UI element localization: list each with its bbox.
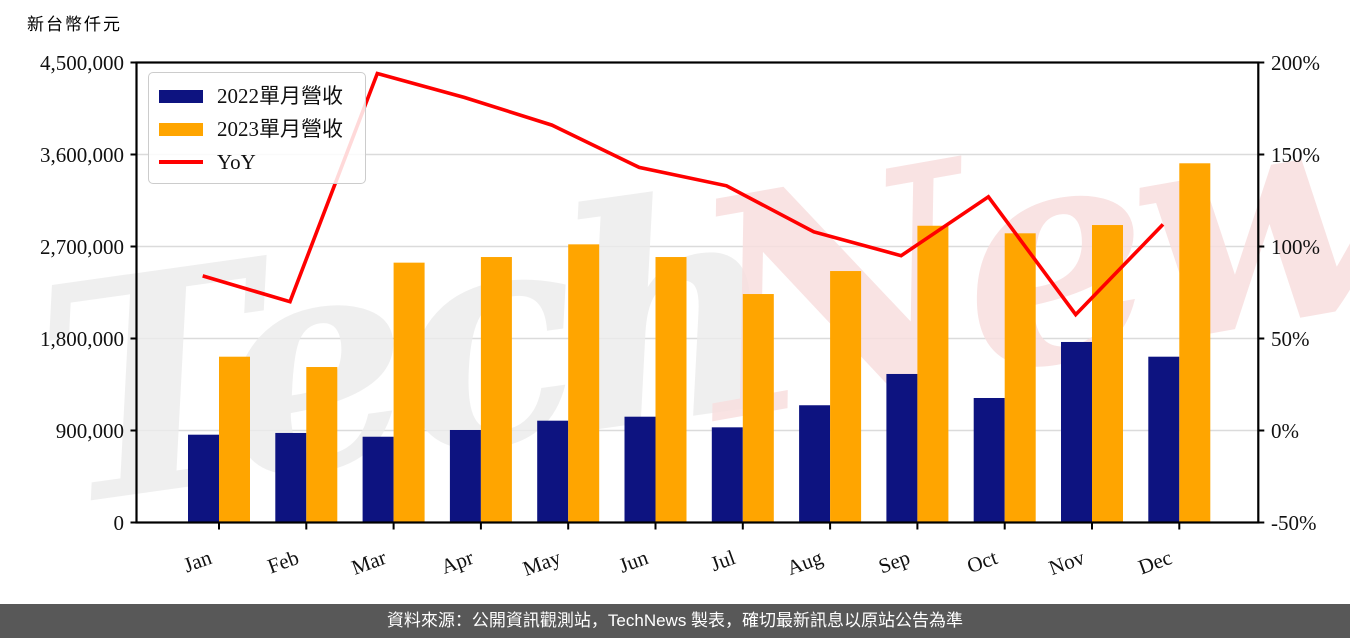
legend-label-2023: 2023單月營收 — [217, 116, 343, 141]
x-tick-label-Jun: Jun — [616, 545, 652, 578]
right-tick-label: 50% — [1271, 327, 1310, 351]
plot-border — [135, 61, 1260, 524]
bar-2023-Sep — [917, 225, 949, 523]
bar-2023-Feb — [306, 367, 338, 523]
bar-2022-Dec — [1148, 356, 1180, 523]
bar-2022-Nov — [1061, 341, 1092, 523]
bar-2022-Oct — [973, 397, 1005, 523]
left-tick-label: 900,000 — [56, 419, 124, 443]
bar-2023-Dec — [1179, 163, 1211, 523]
bar-2023-Nov — [1092, 225, 1123, 523]
bar-2023-May — [568, 244, 600, 523]
legend-line-swatch-yoy — [159, 160, 203, 164]
x-tick-label-Dec: Dec — [1135, 545, 1175, 579]
right-tick-label: 150% — [1271, 143, 1320, 167]
bar-2022-Jun — [624, 416, 656, 523]
chart-canvas: TechNews0900,0001,800,0002,700,0003,600,… — [19, 0, 1350, 581]
x-tick-label-Jul: Jul — [707, 545, 738, 576]
bar-2022-Apr — [449, 429, 481, 523]
bar-2022-Sep — [886, 373, 918, 523]
legend-item-2022: 2022單月營收 — [159, 83, 355, 109]
left-tick-label: 0 — [114, 511, 125, 535]
footer-bar: 資料來源：公開資訊觀測站，TechNews 製表，確切最新訊息以原站公告為準 — [0, 604, 1350, 638]
right-tick-label: 200% — [1271, 51, 1320, 75]
bar-2022-Feb — [275, 432, 307, 523]
bar-2022-Mar — [362, 436, 394, 523]
x-tick-label-Apr: Apr — [438, 545, 477, 579]
legend-swatch-2023 — [159, 122, 203, 136]
left-tick-label: 3,600,000 — [40, 143, 124, 167]
bar-2022-Aug — [799, 405, 831, 523]
bar-2023-Jul — [742, 294, 774, 523]
legend: 2022單月營收 2023單月營收 YoY — [148, 72, 366, 184]
x-tick-label-Sep: Sep — [875, 545, 913, 578]
left-tick-label: 2,700,000 — [40, 235, 124, 259]
right-tick-label: -50% — [1271, 511, 1317, 535]
bar-2023-Jan — [219, 356, 250, 523]
bar-2023-Mar — [393, 262, 425, 523]
legend-swatch-2022 — [159, 89, 203, 103]
right-tick-label: 100% — [1271, 235, 1320, 259]
left-tick-label: 4,500,000 — [40, 51, 124, 75]
bar-2022-Jan — [188, 434, 219, 523]
x-tick-label-May: May — [520, 545, 565, 581]
left-tick-label: 1,800,000 — [40, 327, 124, 351]
bar-2023-Aug — [830, 271, 862, 523]
left-axis-title: 新台幣仟元 — [27, 15, 122, 34]
x-tick-label-Oct: Oct — [964, 545, 1001, 578]
bar-2022-Jul — [711, 427, 743, 523]
x-tick-label-Nov: Nov — [1046, 545, 1089, 580]
bar-2023-Apr — [480, 257, 512, 523]
x-tick-label-Aug: Aug — [784, 545, 827, 580]
x-tick-label-Mar: Mar — [348, 545, 389, 580]
legend-item-2023: 2023單月營收 — [159, 116, 355, 142]
legend-label-2022: 2022單月營收 — [217, 83, 343, 108]
legend-item-yoy: YoY — [159, 149, 355, 175]
bar-2023-Jun — [655, 257, 687, 523]
right-tick-label: 0% — [1271, 419, 1299, 443]
bar-2023-Oct — [1004, 233, 1036, 523]
bar-2022-May — [537, 420, 569, 523]
footer-text: 資料來源：公開資訊觀測站，TechNews 製表，確切最新訊息以原站公告為準 — [386, 611, 964, 630]
legend-label-yoy: YoY — [217, 149, 256, 174]
x-tick-label-Feb: Feb — [264, 545, 302, 578]
